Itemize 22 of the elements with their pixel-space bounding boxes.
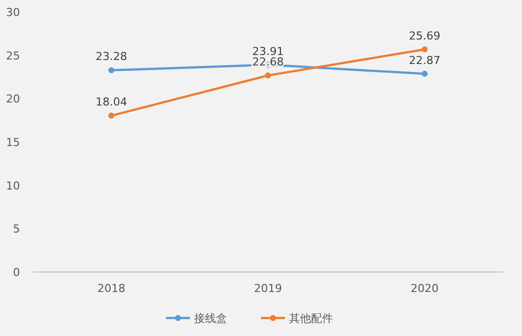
data-label: 25.69 [408,29,440,42]
x-tick-label: 2020 [410,282,439,295]
y-tick-label: 20 [6,92,20,106]
point [108,67,114,74]
legend-label: 其他配件 [289,312,333,325]
x-tick-label: 2019 [254,282,282,295]
y-tick-label: 30 [6,6,20,19]
y-tick-label: 10 [6,179,20,192]
data-label: 22.87 [408,54,440,67]
x-tick-label: 2018 [97,282,126,295]
y-tick-label: 0 [13,266,20,279]
data-label: 23.28 [96,50,128,64]
legend-label: 接线盒 [194,312,227,325]
y-tick-label: 25 [6,49,20,62]
point [422,70,428,77]
data-label: 18.04 [96,96,128,109]
y-tick-label: 5 [13,222,20,236]
point [265,72,271,78]
data-label: 23.91 [252,44,284,58]
point [108,112,114,119]
y-tick-label: 15 [6,136,20,149]
point [422,46,428,52]
